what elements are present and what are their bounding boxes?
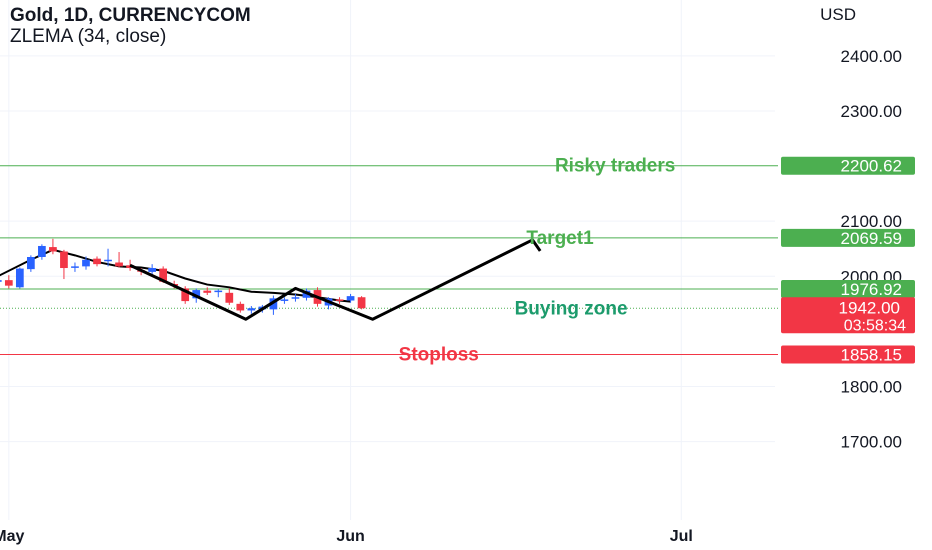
price-badge-label: 1976.92 <box>841 280 902 299</box>
candle-body <box>346 296 355 301</box>
x-tick-label: Jun <box>336 528 364 545</box>
x-tick-label: Jul <box>670 528 693 545</box>
candle-body <box>236 303 245 311</box>
candle-body <box>27 257 35 270</box>
candle-body <box>214 290 223 293</box>
y-tick-label: 2400.00 <box>841 47 902 66</box>
zlema-line <box>0 248 351 303</box>
candle <box>15 267 24 289</box>
price-badge-bg <box>781 156 915 175</box>
candle-body <box>38 245 46 257</box>
price-badge-label: 2069.59 <box>841 229 902 248</box>
candle-body <box>60 251 68 269</box>
candle <box>49 238 57 255</box>
candle <box>4 275 13 289</box>
candle-body <box>49 247 57 252</box>
current-price-badge-bg <box>781 297 915 334</box>
price-badge: 1858.15 <box>781 345 915 364</box>
x-tick-label: May <box>0 528 24 545</box>
candle-body <box>247 308 256 311</box>
candle-body <box>115 262 123 267</box>
candle-body <box>93 258 101 265</box>
candle-body <box>0 280 2 282</box>
candle <box>82 256 90 270</box>
candle-body <box>203 290 212 293</box>
candle <box>247 306 256 314</box>
candle <box>214 289 223 298</box>
candle-body <box>82 259 90 267</box>
level-label: Stoploss <box>399 344 479 365</box>
candle-body <box>192 290 201 299</box>
projection-path[interactable] <box>129 238 542 321</box>
candle <box>181 286 190 304</box>
price-badge-bg <box>781 228 915 247</box>
price-badge-bg <box>781 345 915 364</box>
y-tick-label: 2300.00 <box>841 102 902 121</box>
candle-body <box>4 280 13 286</box>
candle-body <box>357 297 366 309</box>
indicator-label: ZLEMA (34, close) <box>10 26 167 47</box>
candle <box>148 264 156 275</box>
candle <box>357 296 366 310</box>
candle <box>38 244 46 260</box>
candle <box>280 297 289 304</box>
candle-body <box>225 292 234 303</box>
candle <box>335 297 344 304</box>
candle <box>60 249 68 280</box>
candle-body <box>335 299 344 301</box>
candle <box>236 301 245 313</box>
candle <box>71 262 79 272</box>
price-badge: 1976.92 <box>781 280 915 299</box>
price-badge: 2069.59 <box>781 228 915 248</box>
price-badge-bg <box>781 280 915 299</box>
price-badge-label: 1858.15 <box>841 345 902 364</box>
candle-body <box>159 268 168 282</box>
y-tick-label: 1700.00 <box>841 433 902 452</box>
candle <box>225 288 234 305</box>
candle <box>93 256 101 267</box>
candle <box>203 287 212 296</box>
candle-body <box>280 299 289 301</box>
candle-body <box>148 268 156 272</box>
level-label: Buying zone <box>515 298 628 319</box>
candle-body <box>104 259 112 262</box>
price-badge-label: 2200.62 <box>841 157 902 176</box>
chart-title: Gold, 1D, CURRENCYCOM <box>10 5 251 26</box>
candle-body <box>71 266 79 268</box>
countdown-label: 03:58:34 <box>844 317 906 334</box>
current-price-label: 1942.00 <box>839 298 900 317</box>
y-tick-label: 2100.00 <box>841 212 902 231</box>
candle-body <box>181 288 190 302</box>
candle-body <box>15 268 24 288</box>
candle <box>115 252 123 268</box>
price-badge: 2200.62 <box>781 156 915 176</box>
level-label: Risky traders <box>555 156 675 177</box>
candle-body <box>291 297 300 299</box>
candle <box>27 255 35 272</box>
level-label: Target1 <box>526 228 594 249</box>
candle <box>291 293 300 302</box>
candle <box>104 248 112 267</box>
candle <box>346 293 355 303</box>
y-tick-label: 1800.00 <box>841 378 902 397</box>
candle <box>0 280 2 282</box>
currency-label: USD <box>820 5 856 24</box>
